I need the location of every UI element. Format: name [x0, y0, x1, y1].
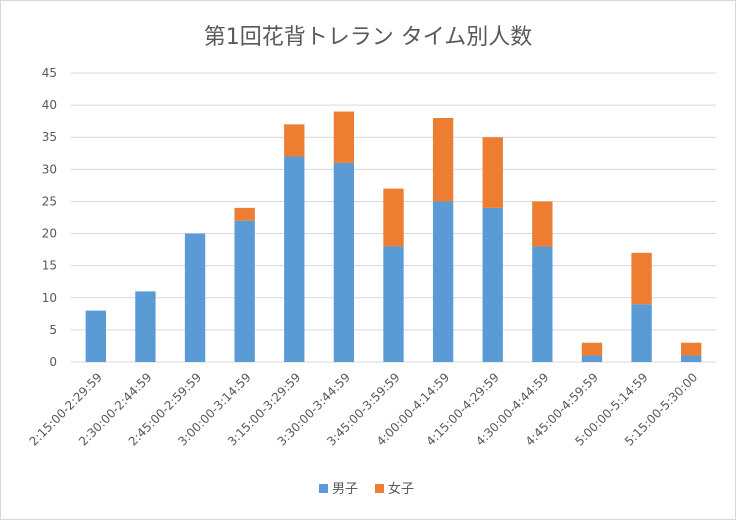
bar-female [234, 207, 255, 221]
bar-female [482, 137, 503, 208]
y-tick-label: 30 [42, 162, 57, 176]
bar-female [581, 342, 603, 356]
bar-female [681, 342, 702, 356]
y-axis: 0 5 10 15 20 25 30 35 40 45 [42, 66, 57, 369]
y-tick-label: 25 [42, 194, 57, 208]
y-tick-label: 20 [42, 227, 57, 241]
bar-male [135, 291, 156, 362]
y-tick-label: 5 [49, 323, 57, 337]
legend-swatch [319, 484, 328, 493]
bar-male [234, 220, 255, 362]
bar-male [681, 355, 702, 362]
bar-female [383, 188, 404, 247]
x-axis: 2:15:00-2:29:592:30:00-2:44:592:45:00-2:… [27, 370, 701, 448]
y-tick-label: 0 [49, 355, 57, 369]
bar-female [284, 124, 305, 157]
bar-male [532, 246, 553, 362]
bar-female [532, 201, 553, 247]
y-tick-label: 15 [42, 259, 57, 273]
legend-label: 女子 [388, 481, 414, 497]
bar-male [184, 233, 206, 362]
y-tick-label: 35 [42, 130, 57, 144]
bar-male [482, 207, 503, 362]
bar-male [581, 355, 603, 362]
y-tick-label: 10 [42, 291, 57, 305]
bar-male [631, 304, 652, 362]
bar-male [333, 162, 355, 362]
legend-label: 男子 [332, 482, 358, 497]
legend-swatch [375, 484, 384, 493]
bar-male [432, 201, 454, 362]
bar-male [284, 156, 305, 362]
y-tick-label: 40 [42, 98, 57, 112]
bar-female [333, 111, 355, 163]
bar-female [631, 252, 652, 305]
bar-female [432, 117, 454, 202]
bar-male [85, 310, 106, 362]
bar-male [383, 246, 404, 362]
y-tick-label: 45 [42, 66, 57, 80]
chart-title: 第1回花背トレラン タイム別人数 [204, 25, 533, 50]
legend: 男子 女子 [319, 481, 414, 497]
bars [85, 111, 702, 362]
